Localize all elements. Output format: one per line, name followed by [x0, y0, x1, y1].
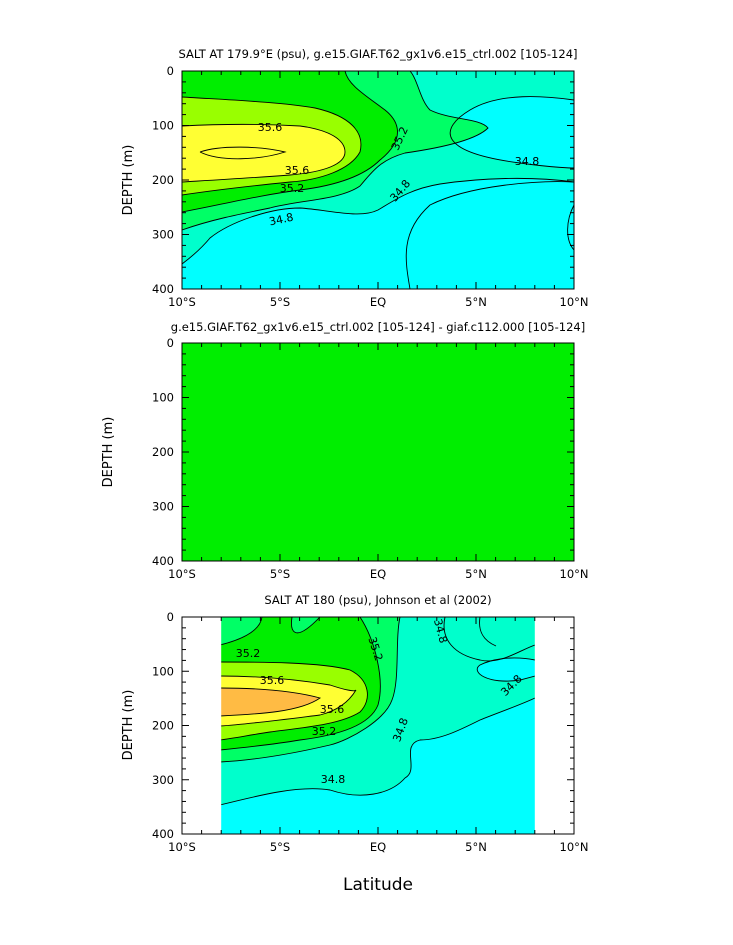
y-tick-label: 0 — [167, 64, 174, 78]
panel-3-contour — [220, 687, 322, 717]
contour-label: 35.2 — [280, 182, 305, 195]
y-tick-label: 100 — [152, 119, 174, 133]
panel-1-contour — [182, 124, 346, 183]
panel-1-title: SALT AT 179.9°E (psu), g.e15.GIAF.T62_gx… — [178, 47, 577, 61]
panel-3-title: SALT AT 180 (psu), Johnson et al (2002) — [264, 593, 491, 607]
y-tick-label: 200 — [152, 445, 174, 459]
panel-3-contour — [220, 617, 381, 751]
contour-label: 34.8 — [515, 155, 540, 168]
y-tick-label: 400 — [152, 827, 174, 841]
panel-3-plot-area — [220, 617, 535, 834]
panel-3-contour — [220, 617, 263, 646]
contour-label: 35.6 — [285, 164, 310, 177]
panel-1-contour — [182, 96, 362, 196]
y-tick-label: 300 — [152, 773, 174, 787]
panel-1: SALT AT 179.9°E (psu), g.e15.GIAF.T62_gx… — [121, 47, 578, 290]
panel-3-contour — [220, 617, 401, 763]
panel-3-fill-orange — [220, 688, 320, 716]
y-tick-label: 400 — [152, 282, 174, 296]
y-tick-label: 400 — [152, 554, 174, 568]
x-tick-label: 5°S — [270, 840, 290, 854]
panel-1-contour — [567, 204, 574, 251]
y-tick-label: 300 — [152, 228, 174, 242]
x-tick-label: 5°N — [465, 567, 487, 581]
y-tick-label: 0 — [167, 336, 174, 350]
panel-1-fill-core — [200, 147, 285, 159]
panel-1-contour — [199, 146, 287, 160]
y-tick-label: 100 — [152, 664, 174, 678]
panel-1-contour — [449, 96, 574, 169]
contour-label: 35.2 — [236, 647, 261, 660]
panel-3-contour — [220, 661, 368, 741]
panel-2-ylabel: DEPTH (m) — [101, 417, 116, 488]
panel-3-contour — [443, 617, 535, 662]
panel-1-contour — [182, 71, 489, 231]
x-tick-label: 10°S — [168, 567, 196, 581]
x-tick-label: 10°N — [560, 567, 589, 581]
y-tick-label: 0 — [167, 610, 174, 624]
x-tick-label: 10°S — [168, 840, 196, 854]
x-tick-label: 10°N — [560, 840, 589, 854]
panel-1-ylabel: DEPTH (m) — [121, 145, 136, 216]
panel-1-contour — [182, 177, 574, 265]
contour-label: 35.6 — [320, 703, 345, 716]
x-tick-label: 5°N — [465, 840, 487, 854]
panel-3-contour — [220, 675, 357, 727]
contour-label: 34.8 — [431, 618, 450, 645]
x-tick-label: 10°S — [168, 295, 196, 309]
panel-1-plot-area — [182, 71, 574, 289]
x-tick-label: EQ — [370, 840, 386, 854]
panel-3-ylabel: DEPTH (m) — [121, 690, 136, 761]
x-tick-label: 5°S — [270, 567, 290, 581]
contour-label: 34.8 — [321, 773, 346, 786]
panel-1-contour — [182, 71, 398, 213]
x-tick-label: EQ — [370, 295, 386, 309]
panel-3: SALT AT 180 (psu), Johnson et al (2002) … — [121, 593, 575, 835]
panel-3-contour — [479, 617, 497, 647]
x-axis-label: Latitude — [343, 875, 413, 895]
x-tick-label: 5°N — [465, 295, 487, 309]
x-tick-label: 10°N — [560, 295, 589, 309]
panel-2: g.e15.GIAF.T62_gx1v6.e15_ctrl.002 [105-1… — [101, 320, 585, 562]
y-tick-label: 200 — [152, 719, 174, 733]
panel-3-contour — [476, 657, 535, 682]
x-tick-label: 5°S — [270, 295, 290, 309]
y-tick-label: 200 — [152, 173, 174, 187]
panel-1-contour — [405, 181, 574, 289]
panel-2-fill-uniform — [182, 343, 574, 561]
contour-label: 35.6 — [260, 674, 285, 687]
contour-label: 35.6 — [258, 121, 283, 134]
panel-2-title: g.e15.GIAF.T62_gx1v6.e15_ctrl.002 [105-1… — [171, 320, 585, 334]
y-tick-label: 300 — [152, 500, 174, 514]
contour-label: 35.2 — [312, 725, 337, 738]
panel-3-contour — [291, 617, 321, 634]
y-tick-label: 100 — [152, 391, 174, 405]
x-tick-label: EQ — [370, 567, 386, 581]
panel-3-contour — [220, 697, 535, 806]
contour-label: 34.8 — [268, 211, 295, 229]
